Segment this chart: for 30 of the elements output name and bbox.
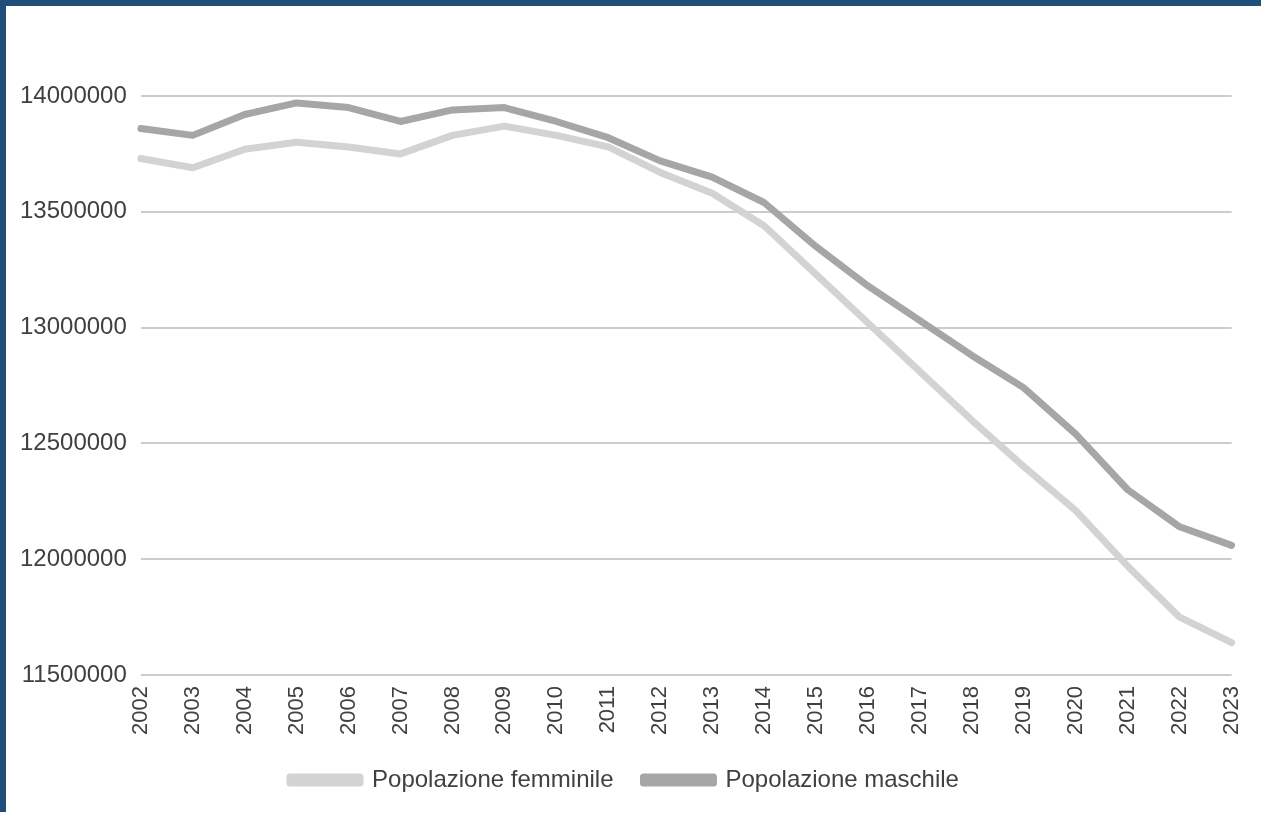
x-tick-label: 2004 — [230, 686, 256, 736]
x-tick-label: 2014 — [750, 686, 776, 736]
x-tick-label: 2013 — [698, 686, 724, 736]
y-tick-label: 11500000 — [21, 659, 127, 687]
legend-label: Popolazione maschile — [725, 764, 959, 792]
x-tick-label: 2022 — [1165, 686, 1191, 736]
x-tick-label: 2007 — [386, 686, 412, 736]
x-tick-label: 2003 — [178, 686, 204, 736]
x-tick-label: 2015 — [802, 686, 828, 736]
x-tick-label: 2008 — [438, 686, 464, 736]
x-tick-label: 2021 — [1113, 686, 1139, 736]
y-tick-label: 13500000 — [20, 196, 127, 224]
x-tick-label: 2016 — [854, 686, 880, 736]
y-tick-label: 12000000 — [20, 543, 127, 571]
legend-label: Popolazione femminile — [372, 764, 614, 792]
x-tick-label: 2020 — [1061, 686, 1087, 736]
y-tick-label: 12500000 — [20, 428, 127, 456]
x-tick-label: 2006 — [334, 686, 360, 736]
x-tick-label: 2023 — [1217, 686, 1243, 736]
x-tick-label: 2010 — [542, 686, 568, 736]
y-tick-label: 13000000 — [20, 312, 127, 340]
y-tick-label: 14000000 — [20, 80, 127, 108]
x-tick-label: 2012 — [646, 686, 672, 736]
x-tick-label: 2009 — [490, 686, 516, 736]
x-tick-label: 2019 — [1009, 686, 1035, 736]
x-tick-label: 2018 — [957, 686, 983, 736]
x-tick-label: 2002 — [126, 686, 152, 736]
x-tick-label: 2005 — [282, 686, 308, 736]
x-tick-label: 2011 — [594, 686, 620, 734]
x-tick-label: 2017 — [906, 686, 931, 736]
